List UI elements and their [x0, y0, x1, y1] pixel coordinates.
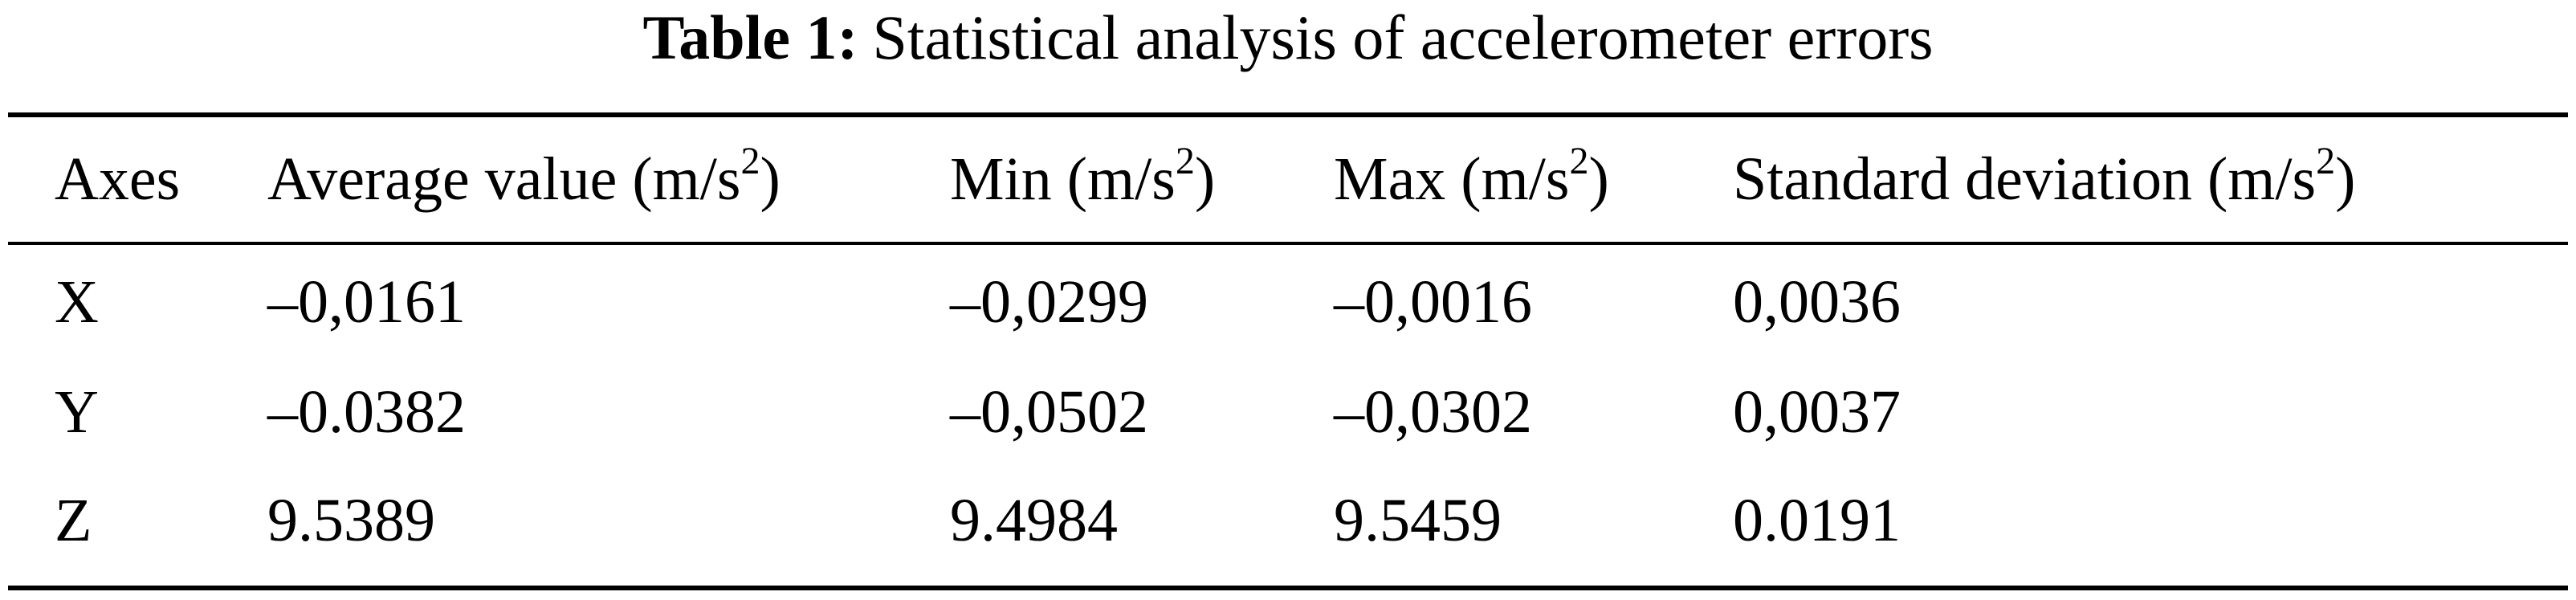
axis-cell: Y	[55, 378, 99, 446]
value-cell: 9.5389	[267, 487, 435, 554]
axis-cell: X	[55, 268, 99, 336]
header-cell: Average value (m/s2)	[267, 139, 781, 215]
header-text: Axes	[55, 145, 181, 213]
value-cell: –0,0302	[1334, 378, 1532, 446]
table-caption: Table 1: Statistical analysis of accelero…	[0, 2, 2576, 74]
header-text: Standard deviation (m/s	[1733, 145, 2317, 213]
value-cell: –0.0382	[267, 378, 466, 446]
header-text: Max (m/s	[1334, 145, 1570, 213]
value-cell: 0.0191	[1733, 487, 1901, 554]
value-cell: –0,0161	[267, 268, 466, 336]
bottom-rule	[8, 586, 2568, 590]
caption-label: Table 1:	[642, 2, 858, 72]
header-cell: Axes	[55, 143, 180, 215]
header-cell: Max (m/s2)	[1334, 139, 1609, 215]
header-text: Average value (m/s	[267, 145, 741, 213]
caption-text: Statistical analysis of accelerometer er…	[872, 2, 1934, 72]
header-superscript: 2	[1175, 139, 1195, 182]
value-cell: –0,0299	[950, 268, 1148, 336]
header-superscript: 2	[2316, 139, 2336, 182]
header-rule	[8, 242, 2568, 245]
header-cell: Standard deviation (m/s2)	[1733, 139, 2356, 215]
header-superscript: 2	[1569, 139, 1589, 182]
header-close: )	[1588, 145, 1609, 213]
value-cell: 0,0036	[1733, 268, 1901, 336]
value-cell: –0,0502	[950, 378, 1148, 446]
header-close: )	[760, 145, 781, 213]
header-superscript: 2	[740, 139, 760, 182]
header-close: )	[2335, 145, 2356, 213]
axis-cell: Z	[55, 487, 92, 554]
header-cell: Min (m/s2)	[950, 139, 1216, 215]
header-close: )	[1194, 145, 1216, 213]
header-text: Min (m/s	[950, 145, 1176, 213]
value-cell: 0,0037	[1733, 378, 1901, 446]
value-cell: 9.4984	[950, 487, 1118, 554]
value-cell: –0,0016	[1334, 268, 1532, 336]
top-rule	[8, 112, 2568, 117]
value-cell: 9.5459	[1334, 487, 1502, 554]
